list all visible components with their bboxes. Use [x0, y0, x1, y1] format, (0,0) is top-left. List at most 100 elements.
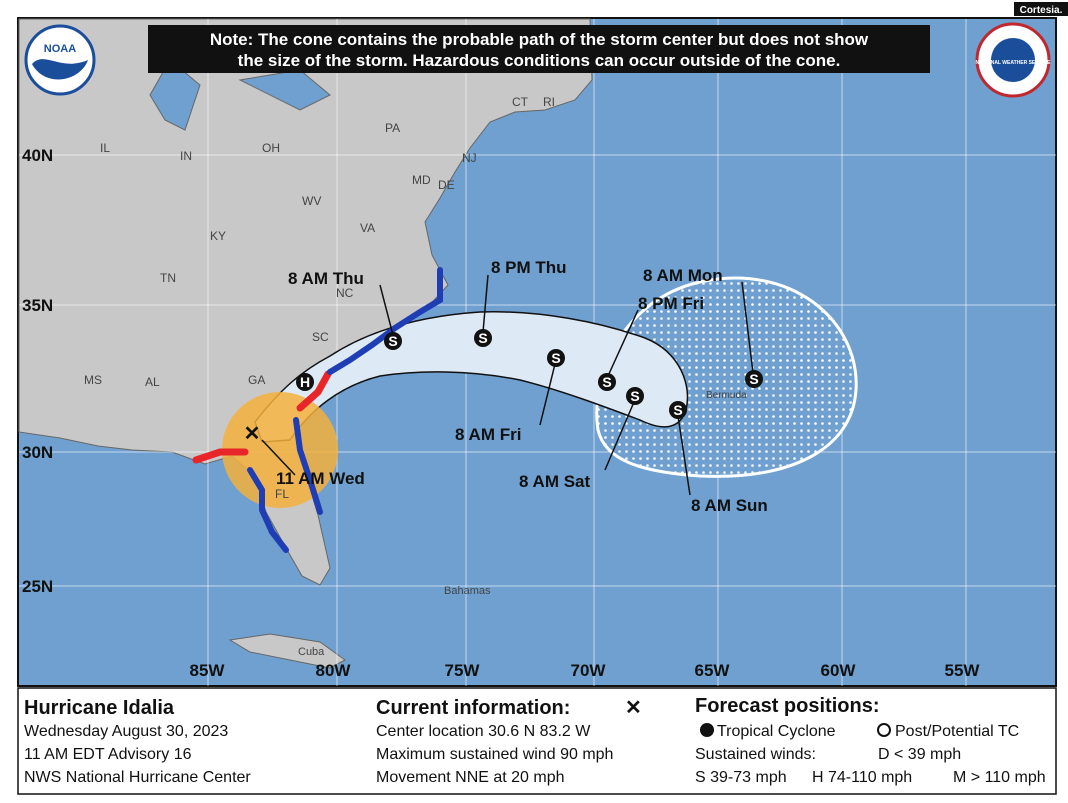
place-label: Bahamas — [444, 585, 491, 597]
place-label: RI — [543, 95, 555, 109]
forecast-key: S 39-73 mph — [695, 769, 787, 786]
current-title: Current information: — [376, 697, 570, 719]
hurricane-warning — [192, 370, 332, 464]
forecast-key: M > 110 mph — [953, 769, 1046, 786]
place-label: WV — [302, 194, 321, 208]
forecast-key: Post/Potential TC — [895, 723, 1019, 740]
place-label: FL — [275, 487, 289, 501]
current-line: Maximum sustained wind 90 mph — [376, 746, 613, 763]
forecast-symbol: S — [388, 333, 397, 349]
tropical-storm-warning — [247, 267, 443, 553]
leader-line — [604, 401, 635, 471]
forecast-labels: 8 AM Thu 8 PM Thu 8 AM Fri 8 PM Fri 8 AM… — [276, 258, 768, 515]
forecast-symbol: S — [478, 330, 487, 346]
forecast-points: ✕ H S S S S S S S — [244, 329, 763, 445]
place-label: IN — [180, 149, 192, 163]
place-label: MS — [84, 373, 102, 387]
note-line: Note: The cone contains the probable pat… — [210, 30, 869, 49]
forecast-title: Forecast positions: — [695, 695, 879, 717]
place-label: NC — [336, 286, 354, 300]
current-line: Center location 30.6 N 83.2 W — [376, 723, 591, 740]
forecast-symbol: S — [602, 374, 611, 390]
forecast-symbol: S — [673, 402, 682, 418]
noaa-logo — [24, 24, 96, 96]
forecast-label: 8 AM Thu — [288, 269, 364, 288]
place-label: Bermuda — [706, 390, 747, 401]
place-label: CT — [512, 95, 529, 109]
place-label: AL — [145, 375, 160, 389]
forecast-point — [384, 332, 402, 350]
legend: Hurricane Idalia Wednesday August 30, 20… — [17, 687, 1057, 795]
post-icon — [877, 723, 891, 737]
forecast-point — [669, 401, 687, 419]
forecast-point — [598, 373, 616, 391]
lon-label: 60W — [821, 661, 857, 680]
place-label: TN — [160, 271, 176, 285]
forecast-label: 8 AM Sun — [691, 496, 768, 515]
place-label: OH — [262, 141, 280, 155]
map: IL IN OH PA CT RI NJ MD DE WV VA KY TN N… — [17, 17, 1057, 687]
lat-label: 35N — [22, 296, 53, 315]
storm-line: NWS National Hurricane Center — [24, 769, 251, 786]
leader-line — [261, 439, 296, 476]
forecast-point — [474, 329, 492, 347]
credit: Cortesia. — [1020, 5, 1063, 16]
lon-label: 75W — [445, 661, 481, 680]
current-position-marker: ✕ — [244, 423, 261, 445]
lon-label: 65W — [695, 661, 731, 680]
forecast-key: Sustained winds: — [695, 746, 816, 763]
leader-line — [539, 363, 556, 426]
forecast-label: 8 AM Sat — [519, 472, 591, 491]
place-label: NJ — [462, 151, 477, 165]
credit-box — [1014, 2, 1068, 16]
legend-box — [17, 687, 1057, 795]
place-label: Cuba — [298, 646, 325, 658]
leader-line — [677, 415, 691, 496]
forecast-key: H 74-110 mph — [812, 769, 912, 786]
place-label: KY — [210, 229, 226, 243]
lon-labels: 85W 80W 75W 70W 65W 60W 55W — [190, 661, 981, 680]
lat-label: 25N — [22, 577, 53, 596]
place-label: GA — [248, 373, 265, 387]
place-label: PA — [385, 121, 400, 135]
lat-labels: 40N 35N 30N 25N — [22, 146, 53, 596]
note-line: the size of the storm. Hazardous conditi… — [238, 51, 841, 70]
tropical-icon — [700, 723, 714, 737]
forecast-point — [296, 373, 314, 391]
lat-label: 40N — [22, 146, 53, 165]
forecast-label: 8 AM Fri — [455, 425, 521, 444]
storm-line: 11 AM EDT Advisory 16 — [24, 746, 192, 763]
nws-logo-center — [991, 38, 1035, 82]
leader-line — [607, 309, 639, 377]
current-line: Movement NNE at 20 mph — [376, 769, 565, 786]
lon-label: 80W — [316, 661, 352, 680]
note-box — [148, 25, 930, 73]
place-label: SC — [312, 330, 329, 344]
place-labels: IL IN OH PA CT RI NJ MD DE WV VA KY TN N… — [84, 95, 747, 658]
leader-line — [379, 284, 394, 336]
forecast-label: 8 PM Thu — [491, 258, 567, 277]
lon-label: 55W — [945, 661, 981, 680]
noaa-logo-text: NOAA — [44, 43, 76, 55]
forecast-symbol: S — [630, 388, 639, 404]
storm-name: Hurricane Idalia — [24, 697, 175, 719]
place-label: IL — [100, 141, 110, 155]
forecast-point — [745, 370, 763, 388]
forecast-point — [626, 387, 644, 405]
forecast-symbol: H — [300, 374, 310, 390]
leader-lines — [261, 274, 754, 496]
forecast-key: D < 39 mph — [878, 746, 961, 763]
forecast-point — [547, 349, 565, 367]
leader-line — [741, 281, 754, 374]
storm-line: Wednesday August 30, 2023 — [24, 723, 228, 740]
noaa-logo-wave — [32, 59, 88, 80]
forecast-label: 8 PM Fri — [638, 294, 704, 313]
leader-line — [482, 274, 489, 333]
place-label: DE — [438, 178, 455, 192]
forecast-label: 8 AM Mon — [643, 266, 723, 285]
place-label: VA — [360, 221, 375, 235]
forecast-key: Tropical Cyclone — [717, 723, 836, 740]
lon-label: 85W — [190, 661, 226, 680]
forecast-label: 11 AM Wed — [276, 469, 365, 488]
